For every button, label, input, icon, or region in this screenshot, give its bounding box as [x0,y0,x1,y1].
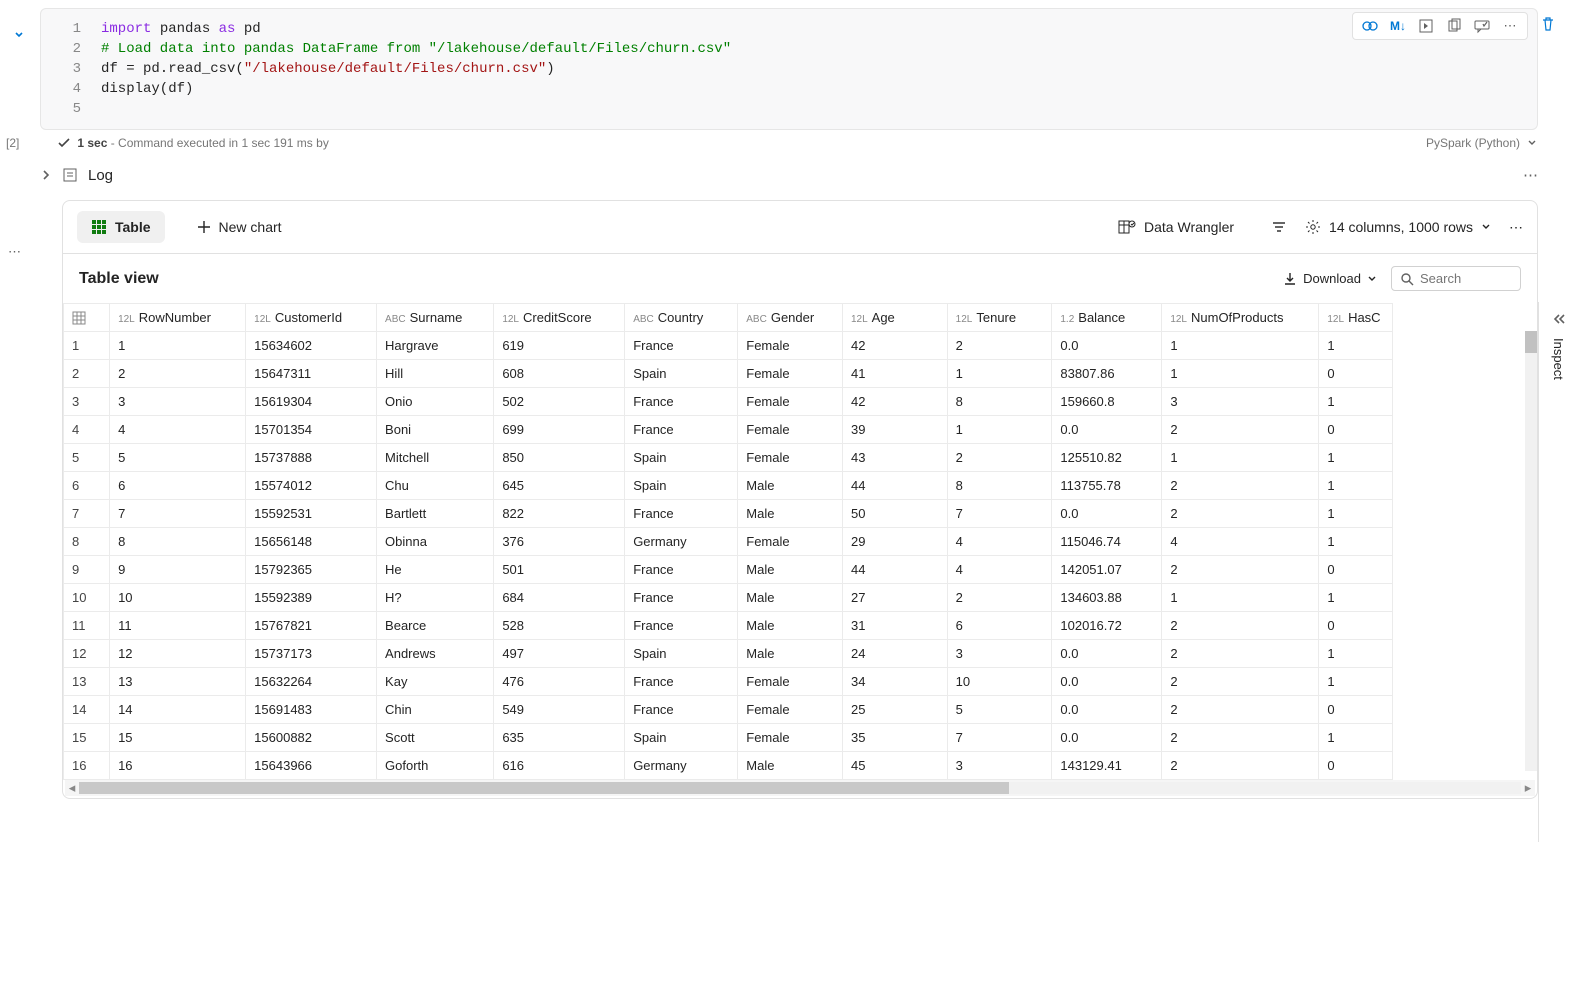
table-row[interactable]: 111115767821Bearce528FranceMale316102016… [64,612,1393,640]
wrangler-label: Data Wrangler [1144,219,1234,235]
col-header[interactable]: 12LHasC [1319,304,1393,332]
filter-icon[interactable] [1271,219,1287,235]
kernel-label[interactable]: PySpark (Python) [1426,136,1520,150]
col-header[interactable]: 1.2Balance [1052,304,1162,332]
left-more-icon[interactable]: ⋯ [8,244,21,260]
table-row[interactable]: 131315632264Kay476FranceFemale34100.021 [64,668,1393,696]
inspect-panel[interactable]: Inspect [1538,302,1578,842]
table-row[interactable]: 141415691483Chin549FranceFemale2550.020 [64,696,1393,724]
col-header[interactable]: 12LRowNumber [110,304,246,332]
table-row[interactable]: 7715592531Bartlett822FranceMale5070.021 [64,500,1393,528]
table-row[interactable]: 121215737173Andrews497SpainMale2430.021 [64,640,1393,668]
table-row[interactable]: 6615574012Chu645SpainMale448113755.7821 [64,472,1393,500]
summary-label: 14 columns, 1000 rows [1329,219,1473,235]
exec-status: [2] 1 sec - Command executed in 1 sec 19… [0,136,1538,150]
table-icon [91,219,107,235]
run-below-icon[interactable] [1417,17,1435,35]
download-button[interactable]: Download [1283,271,1377,286]
tab-new-chart[interactable]: New chart [183,211,296,243]
tab-table[interactable]: Table [77,211,165,243]
data-grid[interactable]: 12LRowNumber12LCustomerIdABCSurname12LCr… [63,303,1393,780]
chevron-down-icon [1367,274,1377,284]
col-header[interactable]: ABCSurname [377,304,494,332]
more-icon[interactable]: ⋯ [1501,17,1519,35]
search-input[interactable] [1420,271,1510,286]
collapse-double-chevron-icon[interactable] [1552,312,1566,326]
tab-newchart-label: New chart [219,219,282,235]
log-label: Log [88,167,113,184]
table-row[interactable]: 4415701354Boni699FranceFemale3910.020 [64,416,1393,444]
tab-table-label: Table [115,219,151,235]
panel-more-icon[interactable]: ⋯ [1509,219,1523,236]
table-row[interactable]: 101015592389H?684FranceMale272134603.881… [64,584,1393,612]
col-header[interactable]: 12LTenure [947,304,1052,332]
chevron-down-icon [1481,222,1491,232]
inspect-label: Inspect [1551,338,1566,380]
log-row[interactable]: Log ⋯ [40,166,1538,184]
table-row[interactable]: 3315619304Onio502FranceFemale428159660.8… [64,388,1393,416]
col-header[interactable]: ABCCountry [625,304,738,332]
col-header[interactable]: ABCGender [738,304,843,332]
columns-summary[interactable]: 14 columns, 1000 rows [1305,219,1491,235]
search-box[interactable] [1391,266,1521,291]
vertical-scrollbar[interactable] [1525,331,1537,771]
col-header[interactable]: 12LCreditScore [494,304,625,332]
gear-icon [1305,219,1321,235]
scroll-left-icon[interactable]: ◂ [65,780,79,796]
search-icon [1400,272,1414,286]
download-icon [1283,272,1297,286]
delete-icon[interactable] [1540,16,1558,34]
exec-time: 1 sec - Command executed in 1 sec 191 ms… [77,136,328,150]
comment-icon[interactable] [1473,17,1491,35]
copy-icon[interactable] [1445,17,1463,35]
table-view-title: Table view [79,270,159,288]
wrangler-icon [1118,218,1136,236]
expand-chevron-icon[interactable] [40,169,52,181]
col-header[interactable]: 12LNumOfProducts [1162,304,1319,332]
grid-wrap: 12LRowNumber12LCustomerIdABCSurname12LCr… [63,303,1537,780]
table-row[interactable]: 161615643966Goforth616GermanyMale4531431… [64,752,1393,780]
table-row[interactable]: 2215647311Hill608SpainFemale41183807.861… [64,360,1393,388]
data-icon[interactable] [1361,17,1379,35]
log-icon [62,167,78,183]
markdown-icon[interactable]: M↓ [1389,17,1407,35]
cell-toolbar: M↓ ⋯ [1352,12,1528,40]
table-row[interactable]: 1115634602Hargrave619FranceFemale4220.01… [64,332,1393,360]
check-icon [57,136,71,150]
scroll-right-icon[interactable]: ▸ [1521,780,1535,796]
data-wrangler-button[interactable]: Data Wrangler [1118,218,1234,236]
table-row[interactable]: 5515737888Mitchell850SpainFemale43212551… [64,444,1393,472]
exec-counter: [2] [6,136,19,150]
collapse-chevron-icon[interactable] [12,28,26,42]
download-label: Download [1303,271,1361,286]
chevron-down-icon[interactable] [1526,137,1538,149]
log-more-icon[interactable]: ⋯ [1523,166,1538,184]
table-row[interactable]: 8815656148Obinna376GermanyFemale29411504… [64,528,1393,556]
plus-icon [197,220,211,234]
col-header[interactable]: 12LAge [842,304,947,332]
panel-tabs: Table New chart Data Wrangler 14 columns… [63,201,1537,254]
horizontal-scrollbar[interactable]: ◂ ▸ [65,780,1535,796]
table-view-header: Table view Download [63,254,1537,303]
corner-cell[interactable] [64,304,110,332]
table-row[interactable]: 9915792365He501FranceMale444142051.0720 [64,556,1393,584]
output-panel: Table New chart Data Wrangler 14 columns… [62,200,1538,799]
col-header[interactable]: 12LCustomerId [246,304,377,332]
code-cell[interactable]: 1import pandas as pd2# Load data into pa… [40,8,1538,130]
table-row[interactable]: 151515600882Scott635SpainFemale3570.021 [64,724,1393,752]
